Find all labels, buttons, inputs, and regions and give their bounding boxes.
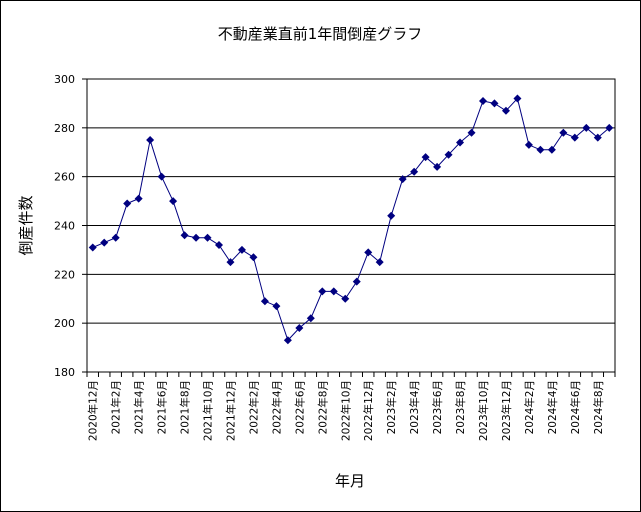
data-point [146, 136, 155, 145]
data-point [111, 233, 120, 242]
data-point [329, 287, 338, 296]
y-tick-label: 220 [54, 268, 75, 281]
data-point [260, 297, 269, 306]
y-tick-label: 180 [54, 366, 75, 379]
data-point [375, 258, 384, 267]
y-tick-label: 280 [54, 122, 75, 135]
data-point [421, 153, 430, 162]
x-tick-label: 2023年12月 [500, 380, 513, 441]
x-tick-label: 2024年8月 [592, 380, 605, 434]
x-tick-label: 2021年6月 [156, 380, 169, 434]
data-point [536, 145, 545, 154]
data-point [157, 172, 166, 181]
x-tick-label: 2023年8月 [454, 380, 467, 434]
data-point [433, 162, 442, 171]
x-tick-label: 2021年2月 [110, 380, 123, 434]
data-point [192, 233, 201, 242]
series-line [92, 97, 610, 342]
x-tick-label: 2022年2月 [247, 380, 260, 434]
data-point [605, 123, 614, 132]
data-point [318, 287, 327, 296]
x-tick-label: 2023年2月 [385, 380, 398, 434]
grid [87, 127, 615, 324]
data-point [180, 231, 189, 240]
data-point [467, 128, 476, 137]
x-tick-label: 2024年6月 [569, 380, 582, 434]
data-point [490, 99, 499, 108]
y-tick-label: 300 [54, 73, 75, 86]
data-point [237, 245, 246, 254]
y-tick-label: 200 [54, 317, 75, 330]
plot-area [86, 78, 616, 373]
data-point [123, 199, 132, 208]
y-tick-label: 240 [54, 220, 75, 233]
x-axis-title: 年月 [335, 472, 365, 490]
data-point [134, 194, 143, 203]
data-point [513, 94, 522, 103]
data-point [203, 233, 212, 242]
data-point [501, 106, 510, 115]
x-axis-ticks: 2020年12月 2021年2月 2021年4月 2021年6月 2021年8月 2021… [86, 372, 616, 441]
data-point [559, 128, 568, 137]
data-point [387, 211, 396, 220]
x-tick-label: 2021年8月 [179, 380, 192, 434]
data-point [306, 314, 315, 323]
data-point [226, 258, 235, 267]
data-point [215, 241, 223, 250]
data-point [456, 138, 465, 147]
x-tick-label: 2023年4月 [408, 380, 421, 434]
data-point [352, 277, 361, 286]
x-tick-label: 2022年6月 [293, 380, 306, 434]
data-point [272, 302, 281, 311]
data-point [410, 167, 419, 176]
data-point [398, 175, 407, 184]
y-axis-ticks: 180 200 220 240 260 280 300 [54, 73, 87, 379]
data-point [249, 253, 258, 262]
data-point [524, 140, 533, 149]
y-axis-title: 倒産件数 [17, 195, 35, 255]
chart-title: 不動産業直前1年間倒産グラフ [218, 25, 423, 43]
x-tick-label: 2022年4月 [270, 380, 283, 434]
x-tick-label: 2022年8月 [316, 380, 329, 434]
x-tick-label: 2024年4月 [546, 380, 559, 434]
x-tick-label: 2020年12月 [87, 380, 100, 441]
data-point [341, 294, 350, 303]
data-point [593, 133, 602, 142]
data-markers [88, 94, 614, 345]
x-tick-label: 2022年12月 [362, 380, 375, 441]
x-tick-label: 2023年10月 [477, 380, 490, 441]
data-point [479, 96, 487, 105]
x-tick-label: 2021年12月 [224, 380, 237, 441]
data-point [100, 238, 109, 247]
x-tick-label: 2023年6月 [431, 380, 444, 434]
data-point [364, 248, 373, 257]
x-tick-label: 2021年10月 [202, 380, 215, 441]
x-tick-label: 2022年10月 [339, 380, 352, 441]
data-point [283, 336, 292, 345]
y-tick-label: 260 [54, 171, 75, 184]
data-point [582, 123, 591, 132]
data-point [88, 243, 97, 252]
data-point [547, 145, 556, 154]
data-point [295, 324, 304, 333]
data-point [169, 197, 178, 206]
x-tick-label: 2021年4月 [133, 380, 146, 434]
data-point [444, 150, 453, 159]
data-point [570, 133, 579, 142]
x-tick-label: 2024年2月 [523, 380, 536, 434]
